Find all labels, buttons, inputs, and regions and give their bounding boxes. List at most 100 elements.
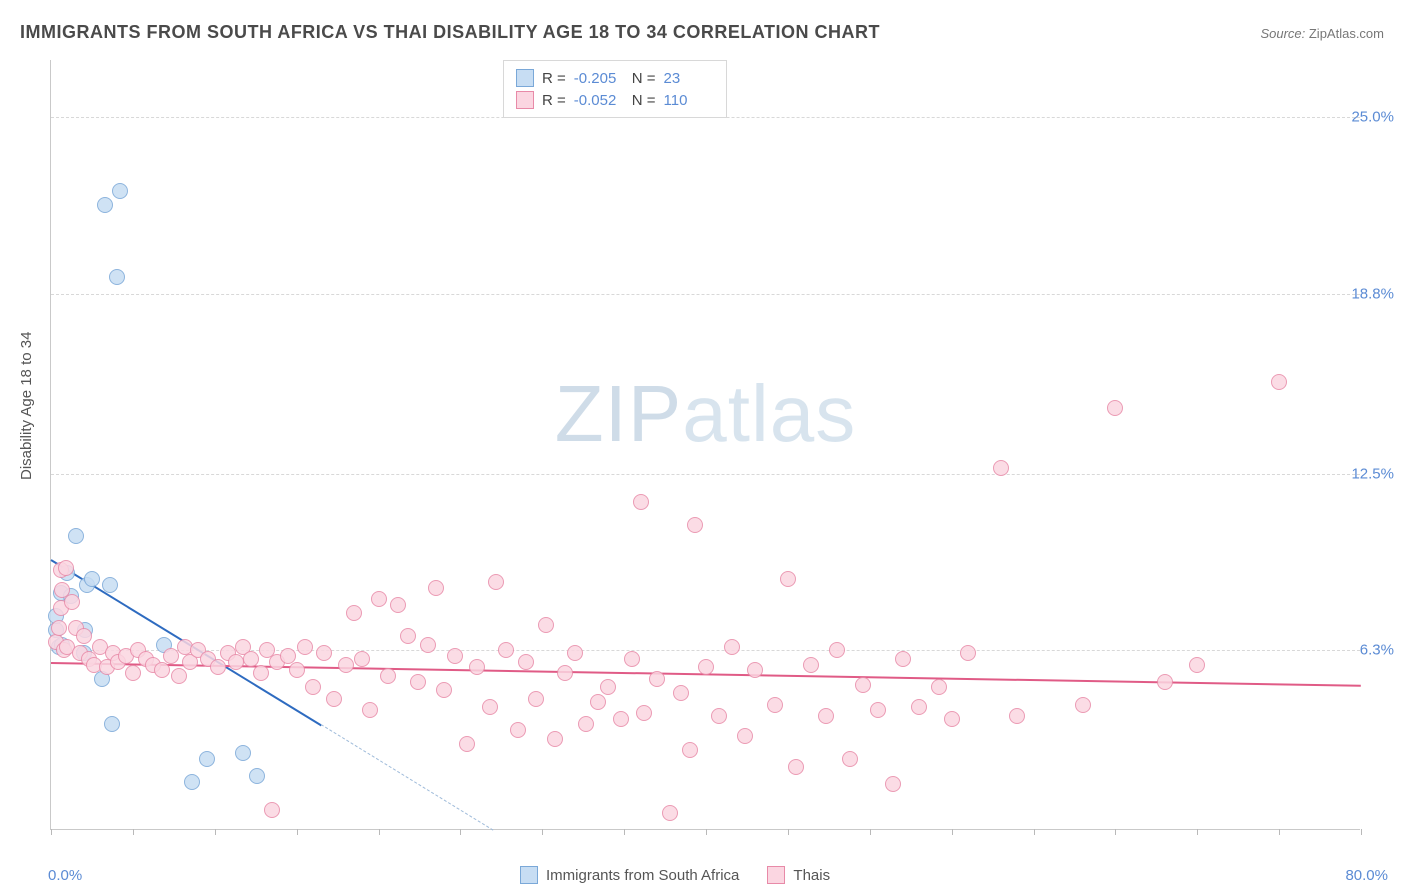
data-point [578,716,594,732]
data-point [235,745,251,761]
x-tick [297,829,298,835]
legend-item-sa: Immigrants from South Africa [520,866,739,884]
data-point [199,751,215,767]
data-point [673,685,689,701]
data-point [488,574,504,590]
data-point [1189,657,1205,673]
x-tick [624,829,625,835]
data-point [249,768,265,784]
x-max-label: 80.0% [1345,867,1388,884]
legend-row-sa: R = -0.205 N = 23 [516,67,714,89]
swatch-th [767,866,785,884]
x-tick [870,829,871,835]
r-label: R = [542,70,566,87]
data-point [780,571,796,587]
data-point [354,651,370,667]
data-point [76,628,92,644]
data-point [482,699,498,715]
data-point [420,637,436,653]
data-point [870,702,886,718]
data-point [305,679,321,695]
data-point [428,580,444,596]
data-point [210,659,226,675]
x-tick [542,829,543,835]
data-point [84,571,100,587]
data-point [724,639,740,655]
data-point [855,677,871,693]
data-point [1107,400,1123,416]
data-point [1271,374,1287,390]
n-label: N = [632,70,656,87]
data-point [682,742,698,758]
x-tick [1279,829,1280,835]
data-point [228,654,244,670]
x-tick [1197,829,1198,835]
n-label: N = [632,92,656,109]
data-point [829,642,845,658]
source-prefix: Source: [1260,26,1308,41]
data-point [1157,674,1173,690]
data-point [698,659,714,675]
data-point [613,711,629,727]
data-point [590,694,606,710]
watermark-atlas: atlas [682,369,856,458]
x-tick [1034,829,1035,835]
data-point [125,665,141,681]
data-point [885,776,901,792]
data-point [993,460,1009,476]
y-tick-label: 6.3% [1360,642,1394,659]
data-point [58,560,74,576]
source-name: ZipAtlas.com [1309,26,1384,41]
n-value-th: 110 [664,92,714,109]
data-point [767,697,783,713]
data-point [253,665,269,681]
data-point [316,645,332,661]
data-point [818,708,834,724]
y-tick-label: 12.5% [1351,465,1394,482]
n-value-sa: 23 [664,70,714,87]
r-value-sa: -0.205 [574,70,624,87]
data-point [624,651,640,667]
data-point [104,716,120,732]
data-point [944,711,960,727]
x-tick [215,829,216,835]
data-point [102,577,118,593]
swatch-sa [516,69,534,87]
data-point [326,691,342,707]
data-point [960,645,976,661]
data-point [510,722,526,738]
swatch-sa [520,866,538,884]
data-point [895,651,911,667]
watermark-zip: ZIP [555,369,682,458]
data-point [600,679,616,695]
swatch-th [516,91,534,109]
series-label-th: Thais [793,867,830,884]
x-tick [952,829,953,835]
data-point [68,528,84,544]
data-point [1009,708,1025,724]
x-tick [379,829,380,835]
data-point [154,662,170,678]
data-point [547,731,563,747]
data-point [662,805,678,821]
data-point [633,494,649,510]
watermark: ZIPatlas [555,368,856,460]
data-point [528,691,544,707]
data-point [567,645,583,661]
data-point [390,597,406,613]
data-point [171,668,187,684]
data-point [498,642,514,658]
data-point [112,183,128,199]
data-point [109,269,125,285]
x-tick [788,829,789,835]
data-point [184,774,200,790]
data-point [1075,697,1091,713]
r-label: R = [542,92,566,109]
series-label-sa: Immigrants from South Africa [546,867,739,884]
series-legend: Immigrants from South Africa Thais [520,866,830,884]
data-point [737,728,753,744]
x-tick [706,829,707,835]
data-point [410,674,426,690]
data-point [747,662,763,678]
legend-row-th: R = -0.052 N = 110 [516,89,714,111]
